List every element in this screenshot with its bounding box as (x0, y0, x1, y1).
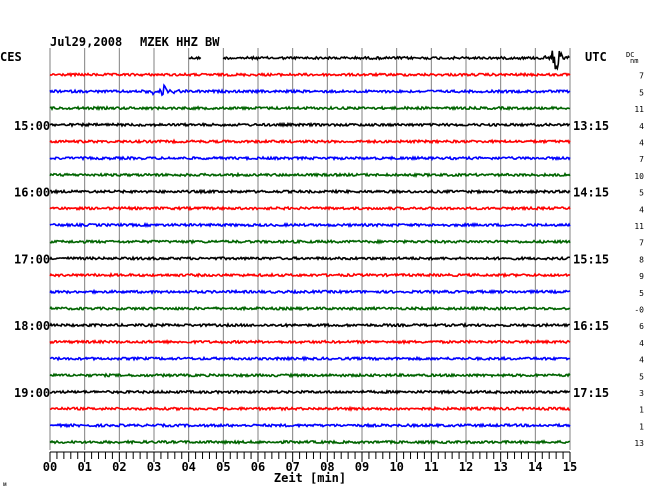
dc-value: 7 (639, 155, 644, 164)
x-tick-label: 09 (355, 460, 369, 474)
x-tick-label: 03 (147, 460, 161, 474)
dc-value: 1 (639, 406, 644, 415)
right-hour-label: 17:15 (573, 386, 609, 400)
dc-value: 7 (639, 72, 644, 81)
dc-value: 4 (639, 139, 644, 148)
dc-value: 10 (634, 172, 644, 181)
x-tick-label: 10 (389, 460, 403, 474)
seismic-trace (50, 188, 571, 195)
dc-header: DC (626, 51, 634, 59)
dc-value: 11 (634, 105, 644, 114)
dc-value: 6 (639, 322, 644, 331)
dc-value: 4 (639, 356, 644, 365)
left-hour-label: 16:00 (14, 186, 50, 200)
x-tick-label: 00 (43, 460, 57, 474)
dc-value: 5 (639, 372, 644, 381)
x-tick-label: 06 (251, 460, 265, 474)
dc-value: 5 (639, 289, 644, 298)
x-tick-label: 12 (459, 460, 473, 474)
right-hour-label: 16:15 (573, 319, 609, 333)
left-hour-label: 15:00 (14, 119, 50, 133)
dc-value: 13 (634, 439, 644, 448)
seismic-trace (49, 155, 571, 162)
x-tick-label: 15 (563, 460, 577, 474)
seismic-trace (49, 389, 571, 396)
seismic-trace (222, 50, 570, 71)
seismic-trace (49, 171, 571, 178)
dc-value: 4 (639, 122, 644, 131)
x-tick-label: 14 (528, 460, 542, 474)
x-axis-label: Zeit [min] (274, 471, 346, 485)
x-tick-label: 07 (285, 460, 299, 474)
right-hour-label: 14:15 (573, 186, 609, 200)
seismic-trace (49, 255, 570, 262)
left-hour-label: 17:00 (14, 252, 50, 266)
dc-value: 4 (639, 205, 644, 214)
right-hour-label: 13:15 (573, 119, 609, 133)
x-tick-label: 01 (77, 460, 91, 474)
seismic-trace (49, 83, 571, 97)
chart-date: Jul29,2008 (50, 35, 122, 49)
seismic-trace (49, 222, 571, 228)
seismic-trace (49, 105, 571, 112)
seismic-trace (49, 288, 571, 295)
dc-value: 4 (639, 339, 644, 348)
seismic-trace (49, 339, 571, 345)
seismic-trace (188, 55, 202, 61)
dc-value: 5 (639, 88, 644, 97)
row-labels: 75114471054117895-064453111315:0016:0017… (14, 72, 644, 448)
seismic-trace (49, 271, 571, 279)
x-tick-label: 05 (216, 460, 230, 474)
chart-station: MZEK HHZ BW (140, 35, 220, 49)
x-tick-label: 11 (424, 460, 438, 474)
dc-value: 1 (639, 422, 644, 431)
left-hour-label: 19:00 (14, 386, 50, 400)
seismic-trace (49, 238, 571, 245)
x-tick-label: 02 (112, 460, 126, 474)
seismic-trace (49, 138, 571, 145)
right-hour-label: 15:15 (573, 252, 609, 266)
corner-mark: ᴍ (3, 481, 7, 488)
seismic-trace (49, 405, 571, 412)
left-timezone: CES (0, 50, 22, 64)
dc-header-unit: nm (630, 57, 638, 65)
x-axis: 00 01 02 03 04 05 06 07 08 09 10 11 12 13 14 15 (43, 451, 577, 474)
right-timezone: UTC (585, 50, 607, 64)
left-hour-label: 18:00 (14, 319, 50, 333)
seismic-trace (49, 355, 571, 362)
dc-value: 3 (639, 389, 644, 398)
dc-value: -0 (634, 306, 644, 315)
seismic-trace (49, 321, 571, 329)
dc-value: 8 (639, 255, 644, 264)
seismic-trace (49, 305, 571, 312)
x-tick-label: 04 (181, 460, 195, 474)
seismic-trace (49, 121, 571, 128)
dc-value: 9 (639, 272, 644, 281)
x-tick-label: 13 (493, 460, 507, 474)
seismic-trace (49, 439, 570, 446)
seismic-trace (49, 71, 571, 78)
dc-value: 11 (634, 222, 644, 231)
traces (49, 50, 571, 446)
seismic-trace (49, 372, 571, 379)
dc-value: 5 (639, 189, 644, 198)
seismic-trace (49, 205, 571, 212)
dc-value: 7 (639, 239, 644, 248)
x-tick-label: 08 (320, 460, 334, 474)
grid (49, 48, 571, 450)
seismic-trace (49, 422, 571, 429)
